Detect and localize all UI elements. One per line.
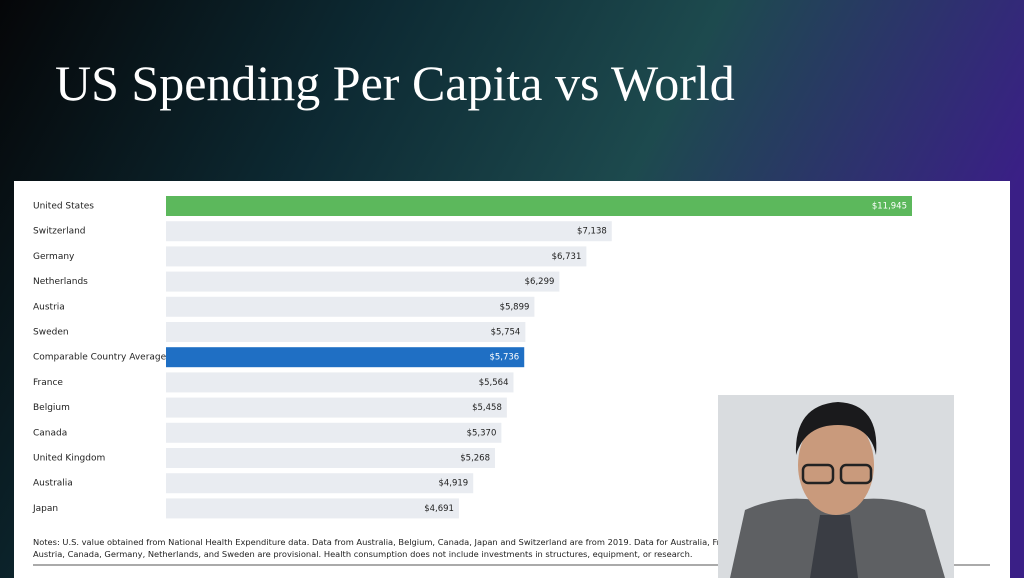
value-label: $5,370 <box>467 428 497 438</box>
bar <box>166 372 514 393</box>
bar <box>166 296 535 317</box>
category-label: France <box>33 378 63 388</box>
value-label: $6,299 <box>525 277 555 287</box>
note: Notes: U.S. value obtained from National… <box>33 537 740 547</box>
category-label: Canada <box>33 428 67 438</box>
category-label: Switzerland <box>33 227 86 237</box>
bar <box>166 271 560 292</box>
bar <box>166 322 526 342</box>
value-label: $5,268 <box>460 454 490 464</box>
note: Austria, Canada, Germany, Netherlands, a… <box>33 549 693 559</box>
category-label: Comparable Country Average <box>33 353 167 363</box>
category-label: Australia <box>33 479 73 489</box>
bar <box>166 347 525 368</box>
category-label: United Kingdom <box>33 454 105 464</box>
person-shirt <box>810 515 858 578</box>
bar <box>166 196 912 216</box>
bar <box>166 221 612 242</box>
glasses-left <box>801 463 835 485</box>
person-hair <box>795 402 877 455</box>
value-label: $5,736 <box>489 353 519 363</box>
chart: United States $11,945 Switzerland $7,138 Ger… <box>32 196 990 566</box>
bar <box>166 473 474 494</box>
glasses-right <box>839 463 873 485</box>
person-face <box>798 415 874 515</box>
value-label: $11,945 <box>872 202 907 212</box>
value-label: $6,731 <box>552 252 582 262</box>
category-label: Netherlands <box>33 277 88 287</box>
value-label: $5,564 <box>479 378 509 388</box>
value-label: $4,919 <box>438 479 468 489</box>
bar <box>166 246 587 267</box>
value-label: $4,691 <box>424 504 454 514</box>
category-label: United States <box>33 202 94 212</box>
slide-title: US Spending Per Capita vs World <box>55 55 735 111</box>
bar <box>166 498 459 519</box>
bar <box>166 448 496 468</box>
category-label: Japan <box>32 504 58 514</box>
category-label: Belgium <box>33 403 70 413</box>
category-label: Austria <box>33 302 65 312</box>
value-label: $5,458 <box>472 403 502 413</box>
value-label: $7,138 <box>577 227 607 237</box>
category-label: Germany <box>33 252 75 262</box>
value-label: $5,754 <box>491 328 521 338</box>
bar <box>166 397 507 418</box>
category-label: Sweden <box>33 328 69 338</box>
bar <box>166 422 502 443</box>
value-label: $5,899 <box>500 302 530 312</box>
webcam <box>718 395 954 578</box>
